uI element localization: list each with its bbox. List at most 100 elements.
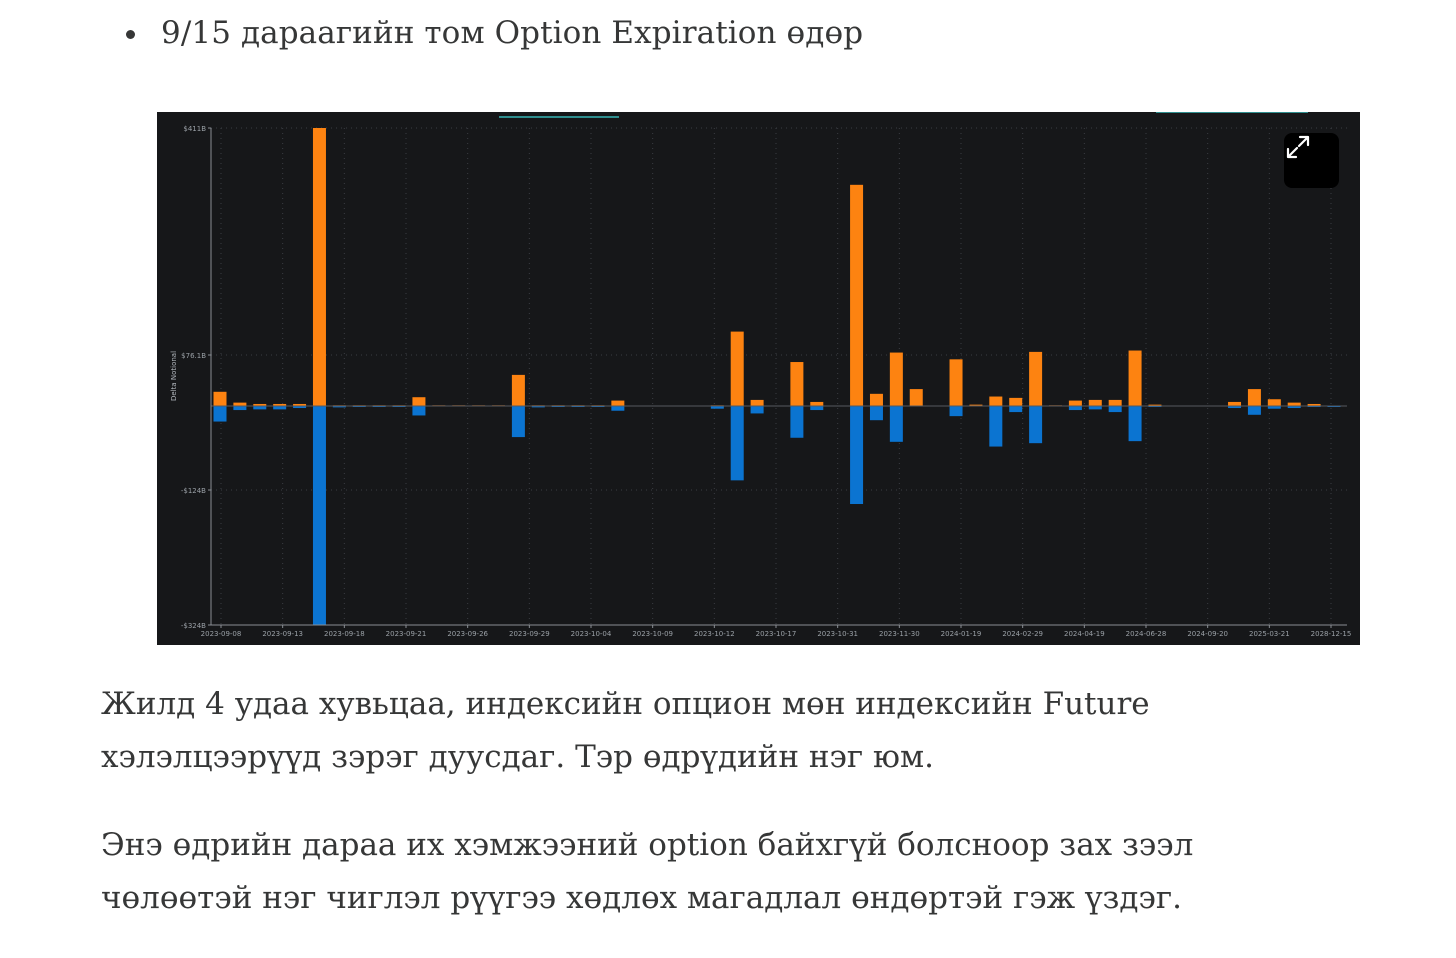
paragraph-line: Жилд 4 удаа хувьцаа, индексийн опцион мө…: [101, 686, 1150, 722]
positive-bar: [213, 391, 227, 406]
positive-bar: [273, 403, 287, 406]
negative-bar: [273, 406, 287, 410]
negative-bar: [1287, 406, 1301, 409]
x-tick-label: 2025-03-21: [1249, 630, 1290, 638]
positive-bar: [412, 397, 426, 406]
x-tick-label: 2023-09-21: [386, 630, 427, 638]
expand-arrows-icon: [1286, 135, 1310, 159]
y-axis-title: Delta Notional: [170, 351, 178, 401]
negative-bar: [1108, 406, 1122, 413]
positive-bar: [233, 402, 247, 406]
positive-bar: [750, 399, 764, 406]
positive-bar: [1228, 401, 1242, 406]
positive-bar: [949, 359, 963, 406]
negative-bar: [850, 406, 864, 505]
y-tick-label: -$124B: [181, 487, 206, 495]
positive-bar: [253, 403, 267, 406]
positive-bar: [730, 331, 744, 406]
x-tick-label: 2023-09-18: [324, 630, 365, 638]
bullet-dot: [126, 29, 135, 39]
positive-bar: [1307, 403, 1321, 406]
negative-bar: [412, 406, 426, 416]
negative-bar: [1228, 406, 1242, 409]
x-tick-label: 2028-12-15: [1311, 630, 1352, 638]
y-tick-label: $411B: [183, 125, 206, 133]
paragraph-line: чөлөөтэй нэг чиглэл рүүгээ хөдлөх магадл…: [101, 880, 1182, 916]
positive-bar: [1287, 402, 1301, 406]
negative-bar: [730, 406, 744, 481]
paragraph-market-move: Энэ өдрийн дараа их хэмжээний option бай…: [101, 819, 1341, 925]
positive-bar: [1108, 399, 1122, 406]
negative-bar: [1068, 406, 1082, 411]
paragraph-quarterly-expiration: Жилд 4 удаа хувьцаа, индексийн опцион мө…: [101, 678, 1341, 784]
x-tick-label: 2023-10-31: [817, 630, 858, 638]
x-tick-label: 2024-06-28: [1126, 630, 1167, 638]
paragraph-line: хэлэлцээрүүд зэрэг дуусдаг. Тэр өдрүдийн…: [101, 739, 934, 775]
positive-bar: [293, 403, 307, 406]
negative-bar: [1009, 406, 1023, 413]
x-tick-label: 2023-10-12: [694, 630, 735, 638]
negative-bar: [949, 406, 963, 417]
negative-bar: [710, 406, 724, 409]
negative-bar: [253, 406, 267, 410]
positive-bar: [1029, 351, 1043, 406]
negative-bar: [810, 406, 824, 411]
x-tick-label: 2023-09-13: [262, 630, 303, 638]
negative-bar: [511, 406, 525, 438]
x-tick-label: 2024-09-20: [1187, 630, 1228, 638]
negative-bar: [312, 406, 326, 625]
negative-bar: [213, 406, 227, 422]
positive-bar: [1247, 389, 1261, 406]
x-tick-label: 2024-02-29: [1002, 630, 1043, 638]
negative-bar: [1128, 406, 1142, 442]
paragraph-line: Энэ өдрийн дараа их хэмжээний option бай…: [101, 827, 1194, 863]
negative-bar: [1029, 406, 1043, 444]
bullet-text: 9/15 дараагийн том Option Expiration өдө…: [161, 15, 864, 51]
negative-bar: [611, 406, 625, 411]
x-tick-label: 2023-10-04: [571, 630, 612, 638]
x-tick-label: 2024-01-19: [941, 630, 982, 638]
positive-bar: [810, 401, 824, 406]
y-tick-label: $76.1B: [181, 352, 206, 360]
positive-bar: [989, 396, 1003, 406]
x-tick-label: 2023-09-29: [509, 630, 550, 638]
negative-bar: [989, 406, 1003, 447]
x-tick-label: 2024-04-19: [1064, 630, 1105, 638]
positive-bar: [850, 184, 864, 406]
negative-bar: [332, 406, 346, 408]
negative-bar: [293, 406, 307, 409]
bullet-item: 9/15 дараагийн том Option Expiration өдө…: [126, 10, 863, 56]
x-tick-label: 2023-09-08: [201, 630, 242, 638]
positive-bar: [1068, 400, 1082, 406]
negative-bar: [1088, 406, 1102, 410]
x-tick-label: 2023-10-09: [632, 630, 673, 638]
negative-bar: [790, 406, 804, 438]
negative-bar: [750, 406, 764, 414]
expand-button[interactable]: [1284, 133, 1339, 188]
x-tick-label: 2023-10-17: [756, 630, 797, 638]
negative-bar: [233, 406, 247, 411]
positive-bar: [969, 404, 983, 406]
negative-bar: [889, 406, 903, 442]
negative-bar: [1267, 406, 1281, 409]
positive-bar: [889, 352, 903, 406]
positive-bar: [511, 374, 525, 406]
positive-bar: [1128, 350, 1142, 406]
negative-bar: [531, 406, 545, 408]
y-tick-label: -$324B: [181, 622, 206, 630]
positive-bar: [611, 400, 625, 406]
negative-bar: [869, 406, 883, 421]
positive-bar: [1267, 399, 1281, 406]
x-tick-label: 2023-09-26: [447, 630, 488, 638]
delta-notional-chart: $411B $76.1B -$124B -$324B 2023-09-08 2023-09…: [157, 112, 1360, 645]
positive-bar: [1148, 404, 1162, 406]
positive-bar: [1088, 399, 1102, 406]
positive-bar: [909, 389, 923, 406]
positive-bar: [1009, 397, 1023, 406]
positive-bar: [869, 393, 883, 406]
x-tick-label: 2023-11-30: [879, 630, 920, 638]
negative-bar: [1247, 406, 1261, 415]
positive-bar: [790, 362, 804, 406]
positive-bar: [312, 128, 326, 406]
